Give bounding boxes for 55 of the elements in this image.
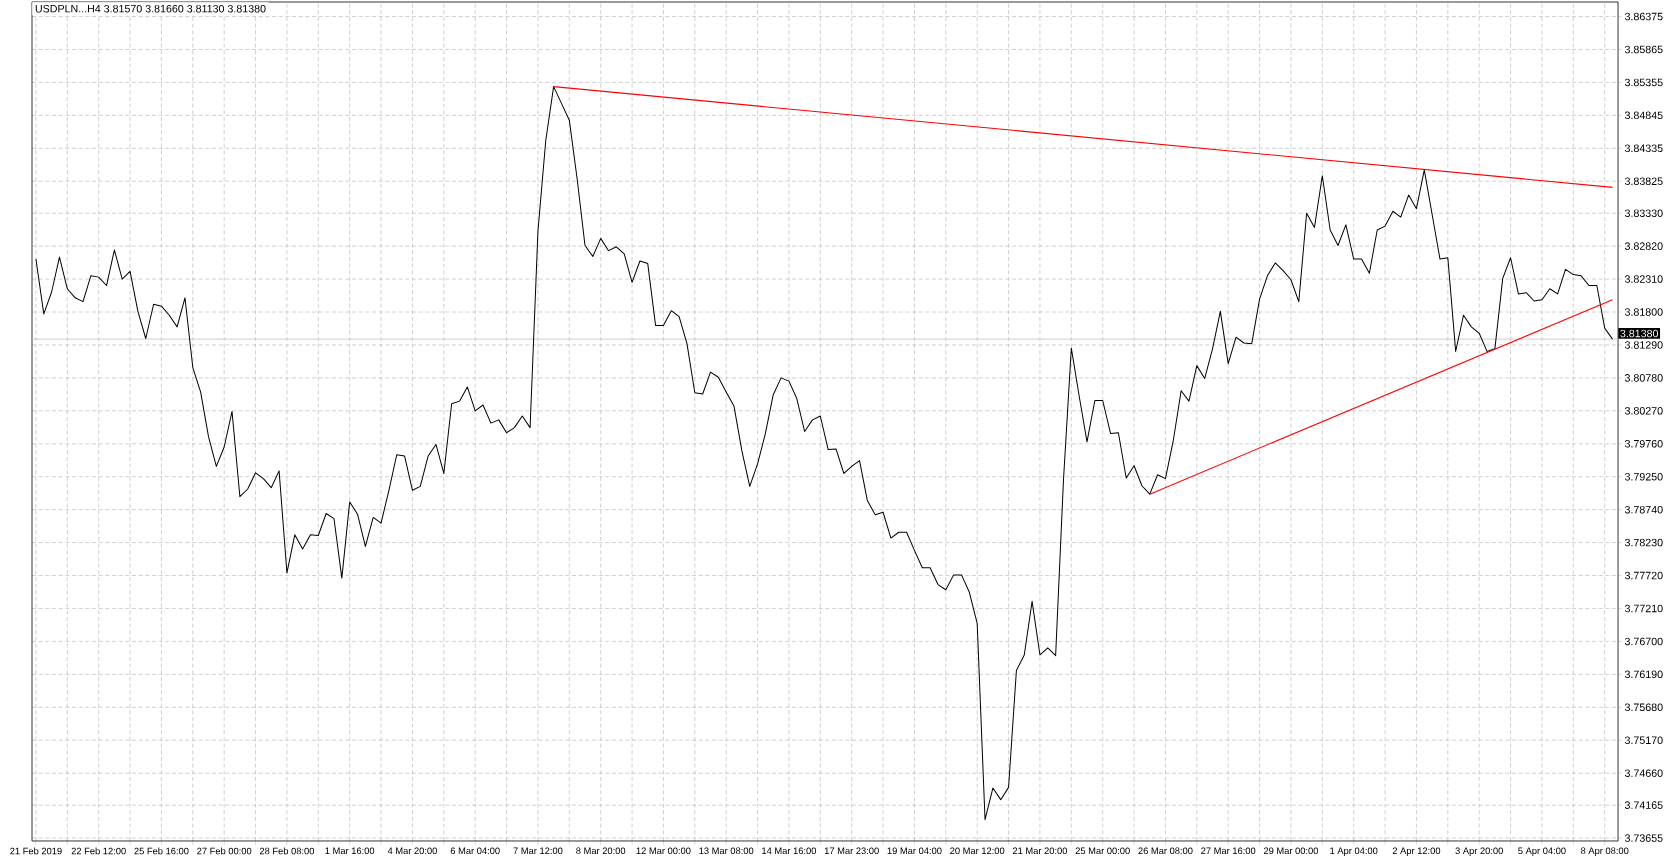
y-tick-label: 3.79760: [1624, 440, 1663, 448]
y-tick-label: 3.78740: [1624, 505, 1663, 514]
y-tick-label: 3.74660: [1624, 769, 1663, 777]
y-tick-label: 3.76190: [1624, 670, 1663, 679]
x-tick-label: 29 Mar 00:00: [1263, 847, 1319, 855]
x-tick-label: 14 Mar 16:00: [762, 847, 817, 855]
x-tick-label: 5 Apr 04:00: [1518, 847, 1566, 856]
y-tick-label: 3.79250: [1624, 472, 1663, 481]
x-tick-label: 13 Mar 08:00: [699, 847, 754, 855]
y-tick-label: 3.76700: [1624, 637, 1663, 646]
y-tick-label: 3.82820: [1624, 242, 1663, 250]
y-tick-label: 3.82310: [1624, 275, 1663, 283]
y-tick-label: 3.80780: [1624, 374, 1663, 382]
y-tick-label: 3.77210: [1624, 604, 1663, 613]
y-tick-label: 3.74165: [1624, 801, 1663, 809]
y-tick-label: 3.83825: [1624, 177, 1663, 185]
x-tick-label: 12 Mar 00:00: [636, 847, 691, 855]
y-tick-label: 3.75680: [1624, 703, 1663, 712]
x-tick-label: 6 Mar 04:00: [450, 847, 500, 855]
x-tick-label: 3 Apr 20:00: [1455, 847, 1503, 856]
x-tick-label: 21 Feb 2019: [10, 847, 62, 855]
x-tick-label: 1 Apr 04:00: [1330, 847, 1378, 856]
y-tick-label: 3.81800: [1624, 308, 1663, 316]
y-tick-label: 3.73655: [1624, 834, 1663, 842]
x-tick-label: 21 Mar 20:00: [1012, 847, 1068, 855]
y-tick-label: 3.75170: [1624, 736, 1663, 744]
x-tick-label: 19 Mar 04:00: [887, 847, 942, 855]
x-tick-label: 28 Feb 08:00: [259, 847, 315, 855]
x-tick-label: 2 Apr 12:00: [1392, 847, 1441, 856]
x-tick-label: 7 Mar 12:00: [513, 847, 563, 855]
x-tick-label: 20 Mar 12:00: [950, 847, 1005, 855]
x-tick-label: 25 Mar 00:00: [1075, 847, 1130, 855]
y-tick-label: 3.80270: [1624, 407, 1663, 415]
y-tick-label: 3.84335: [1624, 144, 1663, 153]
chart-title: USDPLN...H4 3.81570 3.81660 3.81130 3.81380: [35, 4, 266, 13]
x-tick-label: 8 Apr 08:00: [1580, 847, 1629, 856]
x-tick-label: 25 Feb 16:00: [134, 847, 189, 855]
x-tick-label: 26 Mar 08:00: [1138, 847, 1193, 855]
ref-line-label: 3.81380: [1620, 329, 1659, 338]
x-tick-label: 4 Mar 20:00: [387, 847, 437, 855]
line-series: [35, 86, 1614, 821]
x-tick-label: 1 Mar 16:00: [325, 847, 375, 855]
x-tick-label: 27 Mar 16:00: [1201, 847, 1256, 855]
x-tick-label: 17 Mar 23:00: [824, 847, 879, 855]
x-tick-label: 8 Mar 20:00: [576, 847, 626, 855]
y-tick-label: 3.86375: [1624, 12, 1663, 21]
y-tick-label: 3.85865: [1624, 45, 1663, 54]
y-tick-label: 3.81290: [1624, 341, 1663, 349]
y-tick-label: 3.77720: [1624, 571, 1663, 580]
x-tick-label: 27 Feb 00:00: [197, 847, 252, 855]
y-tick-label: 3.83330: [1624, 209, 1663, 217]
y-tick-label: 3.85355: [1624, 78, 1663, 87]
y-tick-label: 3.84845: [1624, 111, 1663, 120]
x-tick-label: 22 Feb 12:00: [71, 847, 126, 855]
y-tick-label: 3.78230: [1624, 538, 1663, 547]
